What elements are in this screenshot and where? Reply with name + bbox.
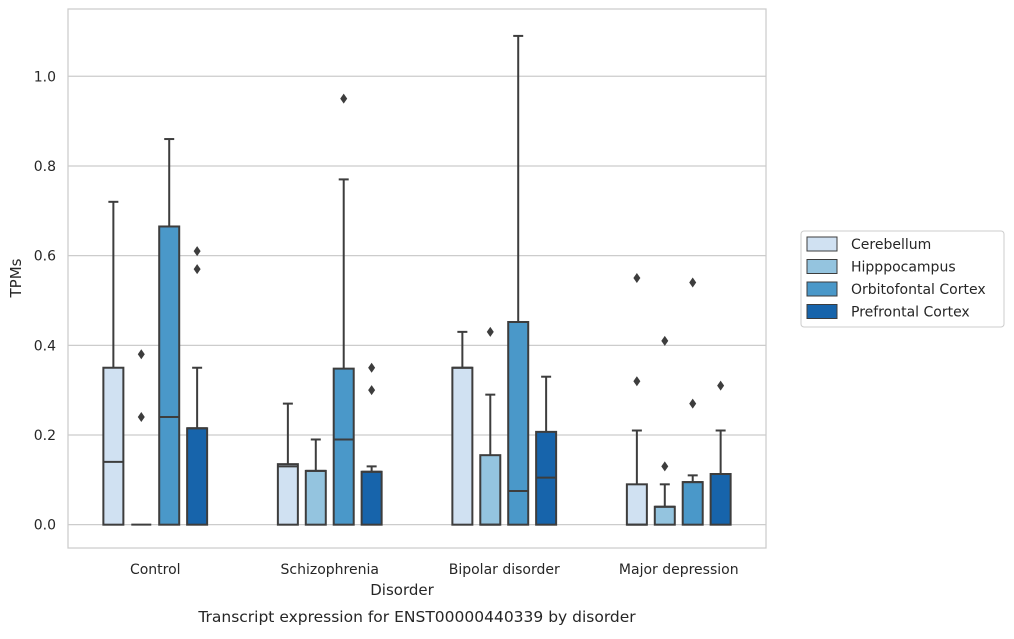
legend-label: Prefrontal Cortex [851,305,970,321]
box-cerebellum-control [102,200,125,526]
outlier-point [689,277,697,288]
outlier-point [633,273,641,284]
box-body [186,427,209,526]
box-cerebellum-schizophrenia [276,402,299,526]
box-hipppocampus-control [131,349,152,526]
box-body [304,469,327,526]
outlier-point [368,385,376,396]
legend-frame [800,230,1005,328]
y-tick-label: 0.8 [34,159,56,175]
outlier-point [193,246,201,257]
box-cerebellum-bipolar-disorder [451,330,474,526]
outlier-point [486,326,494,337]
x-tick-label: Control [130,562,181,578]
outlier-point [689,398,697,409]
y-axis-label: TPMs [7,258,25,298]
outlier-point [717,380,725,391]
box-cerebellum-major-depression [625,273,648,526]
x-tick-label: Major depression [619,562,739,578]
legend-swatch [806,259,838,274]
outlier-point [137,412,145,423]
y-tick-label: 0.4 [34,338,56,354]
legend-swatch [806,304,838,319]
box-body [451,366,474,526]
x-tick-label: Bipolar disorder [449,562,560,578]
x-axis-label: Disorder [370,581,434,599]
box-body [507,320,530,526]
y-tick-label: 0.2 [34,428,56,444]
box-body [625,483,648,526]
box-prefrontal-cortex-bipolar-disorder [535,375,558,526]
box-orbitofontal-cortex-schizophrenia [332,93,355,526]
box-body [360,470,383,526]
legend-label: Orbitofontal Cortex [851,282,986,298]
box-hipppocampus-bipolar-disorder [479,326,502,526]
box-orbitofontal-cortex-bipolar-disorder [507,34,530,526]
plot-area [67,8,767,549]
legend: Cerebellum Hipppocampus Orbitofontal Corte… [800,230,1005,328]
box-body [709,473,732,526]
x-axis-ticks: Control Schizophrenia Bipolar disorder Majo… [130,562,739,578]
box-orbitofontal-cortex-major-depression [681,277,704,526]
y-gridlines [68,75,766,526]
box-body [479,454,502,526]
outlier-point [661,461,669,472]
outlier-point [633,376,641,387]
legend-label: Cerebellum [851,237,931,253]
box-prefrontal-cortex-major-depression [709,380,732,526]
outlier-point [661,335,669,346]
box-body [158,225,181,526]
y-tick-label: 0.0 [34,518,56,534]
box-body [681,481,704,526]
legend-label: Hipppocampus [851,260,956,276]
box-hipppocampus-major-depression [653,335,676,526]
box-orbitofontal-cortex-control [158,138,181,526]
outlier-point [193,264,201,275]
y-tick-label: 0.6 [34,249,56,265]
x-tick-label: Schizophrenia [281,562,379,578]
box-series [102,34,732,526]
y-tick-label: 1.0 [34,69,56,85]
box-body [276,463,299,526]
box-body [653,505,676,526]
chart-caption: Transcript expression for ENST0000044033… [197,608,636,626]
box-prefrontal-cortex-control [186,246,209,526]
box-body [102,366,125,526]
outlier-point [137,349,145,360]
outlier-point [340,93,348,104]
legend-swatch [806,236,838,252]
box-hipppocampus-schizophrenia [304,438,327,526]
legend-swatch [806,281,838,297]
box-body [332,367,355,526]
y-axis-ticks: 0.0 0.2 0.4 0.6 0.8 1.0 [34,69,56,533]
outlier-point [368,362,376,373]
box-prefrontal-cortex-schizophrenia [360,362,383,526]
